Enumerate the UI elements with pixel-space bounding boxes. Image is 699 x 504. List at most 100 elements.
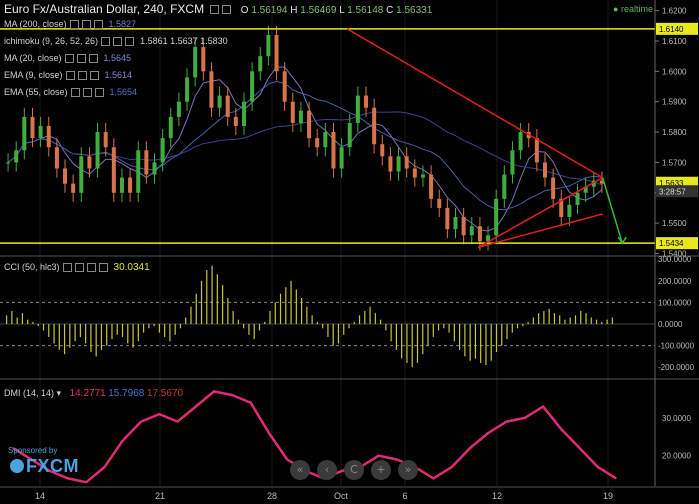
- candle-body: [551, 177, 556, 199]
- candle-body: [168, 116, 173, 139]
- zoom-in-button[interactable]: +: [371, 460, 391, 480]
- indicator-value: 1.5827: [108, 19, 137, 29]
- candle-body: [583, 186, 588, 193]
- price-tick-label: 1.6100: [662, 37, 687, 46]
- cci-tick-label: -100.0000: [658, 342, 695, 351]
- scroll-left-fast-button[interactable]: «: [290, 460, 310, 480]
- price-tick-label: 1.5800: [662, 128, 687, 137]
- date-tick-label: 12: [492, 491, 502, 501]
- candle-body: [331, 132, 336, 169]
- candle-body: [559, 198, 564, 218]
- header-close-button[interactable]: [222, 5, 232, 15]
- candle-body: [233, 116, 238, 126]
- candle-body: [209, 71, 214, 108]
- candle-body: [477, 226, 482, 242]
- candle-body: [461, 217, 466, 236]
- projection-arrow: [601, 177, 623, 244]
- candle-body: [323, 132, 328, 148]
- dmi-value-3: 17.5670: [146, 388, 184, 399]
- candle-body: [201, 47, 206, 72]
- candle-body: [494, 198, 499, 236]
- moving-average-line: [7, 66, 603, 232]
- price-marker-bg: [656, 237, 698, 250]
- cci-legend[interactable]: CCI (50, hlc3) 30.0341: [4, 262, 150, 273]
- candle-body: [258, 56, 263, 72]
- dmi-legend[interactable]: DMI (14, 14) ▾ 14.2771 15.7968 17.5670: [4, 388, 184, 399]
- dmi-value-2: 15.7968: [108, 388, 145, 399]
- candle-body: [591, 180, 596, 187]
- dmi-tick-label: 30.0000: [662, 414, 691, 423]
- scroll-right-fast-button[interactable]: »: [398, 460, 418, 480]
- scroll-left-button[interactable]: ‹: [317, 460, 337, 480]
- candle-body: [453, 217, 458, 230]
- candle-body: [6, 162, 11, 164]
- fxcm-logo[interactable]: FXCM: [10, 456, 79, 477]
- sponsor-label: Sponsored by: [8, 446, 58, 455]
- indicator-ma200[interactable]: MA (200, close) 1.5827: [4, 19, 137, 30]
- price-tick-label: 1.6000: [662, 67, 687, 76]
- candle-body: [79, 156, 84, 193]
- candle-body: [364, 95, 369, 108]
- realtime-indicator: ● realtime: [613, 4, 653, 14]
- header-settings-button[interactable]: [210, 5, 220, 15]
- realtime-label: realtime: [620, 4, 653, 14]
- candle-body: [14, 150, 19, 163]
- chart-title: Euro Fx/Australian Dollar, 240, FXCM: [4, 2, 205, 16]
- price-marker-bg: [656, 22, 698, 35]
- candle-body: [111, 147, 116, 193]
- candle-body: [429, 174, 434, 199]
- trend-lines: [346, 28, 627, 249]
- candle-body: [274, 34, 279, 72]
- candle-body: [534, 138, 539, 163]
- candle-body: [119, 177, 124, 193]
- price-marker-label: 1.5633: [659, 179, 684, 188]
- cci-tick-label: 100.0000: [658, 298, 692, 307]
- arrow-head: [617, 236, 627, 245]
- dmi-line: [12, 390, 617, 484]
- moving-average-lines: [7, 66, 603, 232]
- date-tick-label: 21: [155, 491, 165, 501]
- indicator-ichimoku[interactable]: ichimoku (9, 26, 52, 26) 1.5861 1.5637 1.…: [4, 36, 228, 47]
- indicator-ema9[interactable]: EMA (9, close) 1.5614: [4, 70, 132, 81]
- indicator-ema55[interactable]: EMA (55, close) 1.5654: [4, 87, 138, 98]
- candle-body: [217, 95, 222, 108]
- cci-tick-label: -200.0000: [658, 363, 695, 372]
- price-tick-label: 1.6200: [662, 7, 687, 16]
- indicator-label: EMA (55, close): [4, 87, 68, 97]
- indicator-ma20[interactable]: MA (20, close) 1.5645: [4, 53, 132, 64]
- candle-body: [95, 132, 100, 169]
- dmi-plus-line: [12, 390, 617, 484]
- reset-zoom-button[interactable]: C: [344, 460, 364, 480]
- cci-tick-label: 0.0000: [658, 320, 683, 329]
- dmi-label: DMI (14, 14): [4, 388, 55, 398]
- candle-body: [518, 132, 523, 151]
- candle-body: [486, 235, 491, 242]
- indicator-value: 1.5861 1.5637 1.5830: [140, 36, 228, 46]
- candle-body: [30, 116, 35, 139]
- candle-body: [542, 162, 547, 178]
- candle-body: [339, 147, 344, 169]
- price-marker-label: 1.5434: [659, 239, 684, 248]
- indicator-label: MA (20, close): [4, 53, 62, 63]
- price-candles: [6, 25, 604, 251]
- candle-body: [266, 34, 271, 57]
- cci-tick-label: 300.0000: [658, 255, 692, 264]
- indicator-label: MA (200, close): [4, 19, 67, 29]
- ohlc-low: 1.56148: [347, 5, 384, 16]
- candle-body: [152, 162, 157, 175]
- candle-body: [128, 177, 133, 193]
- moving-average-line: [7, 80, 602, 211]
- candle-body: [250, 71, 255, 102]
- horizontal-level-lines: [0, 28, 655, 244]
- date-tick-label: 14: [35, 491, 45, 501]
- chart-header: Euro Fx/Australian Dollar, 240, FXCM O 1…: [4, 2, 432, 16]
- candle-body: [71, 183, 76, 193]
- date-tick-label: 28: [267, 491, 277, 501]
- price-marker-bg: [656, 185, 698, 198]
- indicator-value: 1.5654: [109, 87, 138, 97]
- candle-body: [420, 174, 425, 178]
- indicator-value: 1.5645: [103, 53, 132, 63]
- candle-body: [38, 125, 43, 139]
- candle-body: [176, 101, 181, 117]
